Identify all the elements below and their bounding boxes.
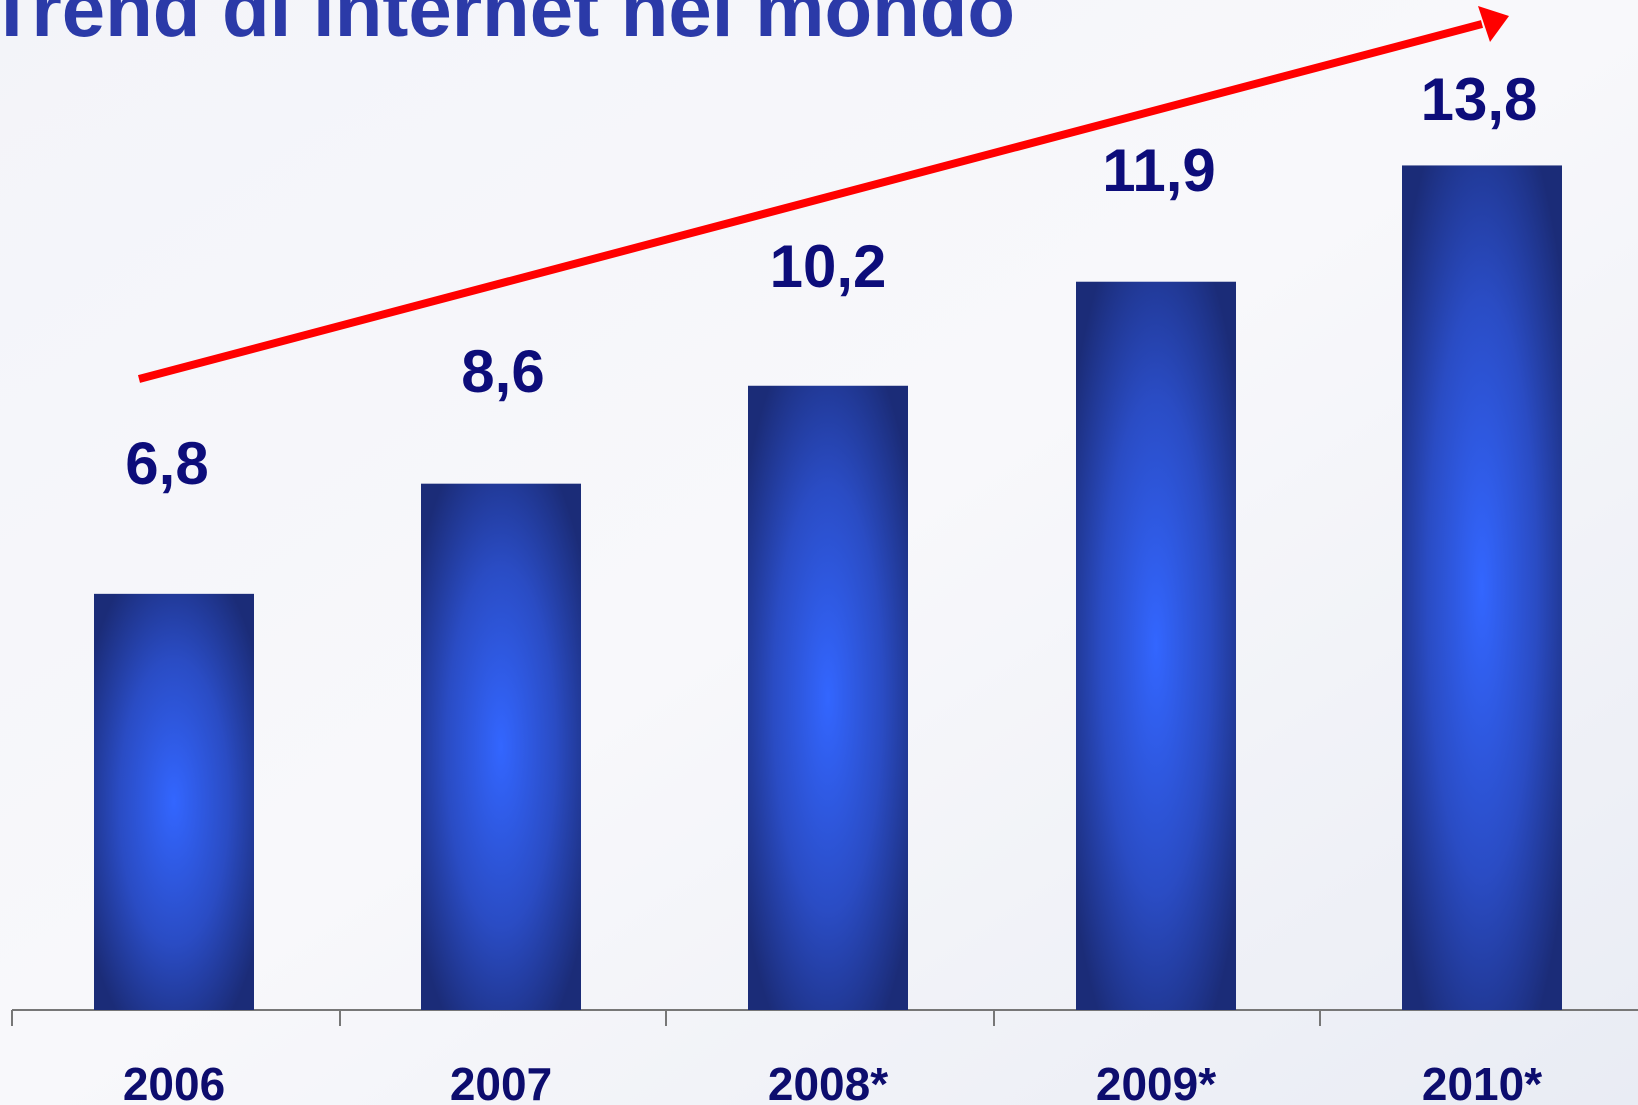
chart-title: Trend di internet nel mondo	[0, 0, 1015, 53]
x-tick-label: 2006	[123, 1058, 225, 1105]
x-tick-label: 2010*	[1422, 1058, 1542, 1105]
value-label: 8,6	[461, 338, 544, 405]
x-tick-label: 2009*	[1096, 1058, 1216, 1105]
value-label: 6,8	[125, 430, 208, 497]
value-label: 10,2	[770, 233, 887, 300]
value-label: 13,8	[1421, 66, 1538, 133]
x-tick-label: 2008*	[768, 1058, 888, 1105]
bar	[748, 385, 908, 1010]
bar	[1076, 281, 1236, 1011]
trend-arrow-head	[1478, 6, 1509, 42]
bar	[1402, 165, 1562, 1010]
value-label: 11,9	[1102, 137, 1215, 204]
x-tick-label: 2007	[450, 1058, 552, 1105]
trend-arrow-line	[137, 20, 1484, 383]
bar	[421, 483, 581, 1010]
bar	[94, 593, 254, 1010]
